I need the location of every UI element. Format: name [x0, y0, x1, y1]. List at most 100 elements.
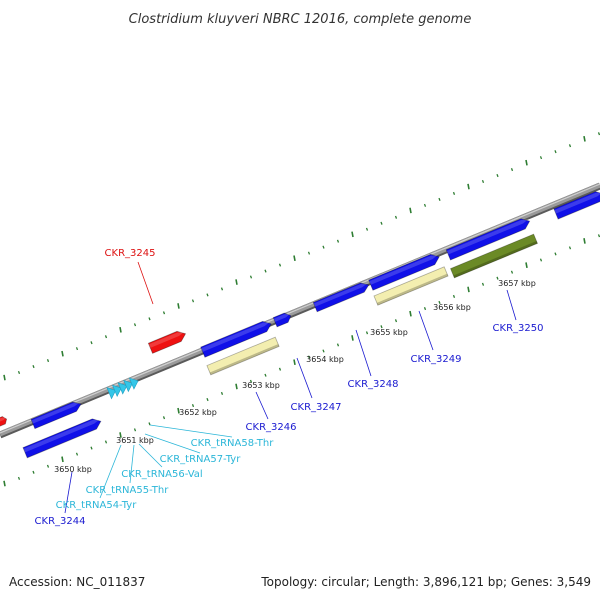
outer-tick-mark — [394, 215, 398, 219]
tick-row-outer — [3, 132, 600, 381]
feature-track — [0, 189, 600, 459]
trna-feature-56[interactable] — [117, 380, 129, 395]
cds-feature-3247[interactable] — [272, 311, 293, 328]
trna-feature-58[interactable] — [128, 375, 140, 390]
inner-tick-mark — [162, 416, 166, 420]
inner-tick-mark — [452, 294, 456, 298]
outer-tick-mark — [235, 279, 238, 285]
gene-labels: CKR_3245 CKR_3244 CKR_tRNA54-Tyr CKR_tRNA55… — [35, 248, 544, 527]
scale-labels: 3650 kbp 3651 kbp 3652 kbp 3653 kbp 3654 kbp… — [54, 279, 536, 474]
outer-tick-mark — [307, 251, 311, 255]
outer-tick-mark — [104, 335, 108, 339]
outer-tick-mark — [597, 132, 600, 136]
inner-tick-mark — [206, 397, 209, 402]
gene-label[interactable]: CKR_tRNA55-Thr — [86, 485, 170, 496]
outer-tick-mark — [481, 179, 485, 184]
outer-tick-mark — [3, 374, 6, 381]
gene-label[interactable]: CKR_tRNA58-Thr — [191, 438, 275, 449]
cds-feature-3250[interactable] — [445, 216, 531, 261]
cds-feature-3244[interactable] — [22, 416, 103, 459]
label-leader-line — [99, 444, 122, 499]
inner-tick-mark — [293, 359, 296, 366]
gene-label[interactable]: CKR_tRNA54-Tyr — [56, 500, 138, 511]
genome-summary: Topology: circular; Length: 3,896,121 bp… — [260, 575, 591, 589]
outer-tick-mark — [322, 245, 325, 249]
label-leader-line — [138, 443, 163, 468]
inner-tick-mark — [133, 428, 137, 432]
map-title: Clostridium kluyveri NBRC 12016, complet… — [129, 12, 472, 27]
outer-tick-mark — [278, 263, 282, 267]
gene-label[interactable]: CKR_3245 — [105, 248, 156, 259]
outer-tick-mark — [220, 287, 224, 291]
cds-feature-3246[interactable] — [200, 319, 274, 358]
inner-tick-mark — [220, 391, 224, 396]
outer-tick-mark — [409, 207, 412, 214]
label-leader-line — [144, 433, 201, 454]
outer-tick-mark — [75, 347, 79, 351]
outer-tick-mark — [380, 221, 383, 225]
pseudo-feature-edge[interactable] — [0, 415, 8, 428]
cds-feature-3249[interactable] — [368, 252, 442, 291]
outer-tick-mark — [539, 156, 543, 160]
cds-feature-3243[interactable] — [30, 399, 83, 430]
inner-tick-mark — [438, 300, 441, 305]
gene-label[interactable]: CKR_3249 — [411, 354, 462, 365]
gene-label[interactable]: CKR_3250 — [493, 323, 544, 334]
outer-tick-mark — [365, 227, 369, 231]
outer-tick-mark — [510, 168, 514, 172]
inner-tick-mark — [119, 432, 122, 438]
inner-tick-mark — [467, 286, 470, 293]
outer-tick-mark — [90, 341, 93, 345]
gene-label[interactable]: CKR_tRNA56-Val — [121, 469, 202, 480]
outer-tick-mark — [525, 159, 528, 166]
inner-tick-mark — [568, 246, 572, 250]
misc-feature-3249[interactable] — [373, 266, 449, 306]
genome-backbone-highlight — [0, 183, 600, 434]
kbp-tick-label: 3656 kbp — [433, 303, 471, 312]
outer-tick-mark — [554, 150, 557, 154]
label-leader-lines — [64, 261, 517, 514]
outer-tick-mark — [46, 359, 50, 363]
outer-tick-mark — [467, 183, 470, 190]
outer-tick-mark — [568, 144, 572, 148]
label-leader-line — [355, 329, 372, 377]
kbp-tick-label: 3650 kbp — [54, 465, 92, 474]
inner-tick-mark — [46, 464, 50, 468]
kbp-tick-label: 3657 kbp — [498, 279, 536, 288]
outer-tick-mark — [438, 197, 441, 201]
trna-feature-55[interactable] — [112, 383, 124, 398]
inner-tick-mark — [351, 335, 354, 341]
gene-label[interactable]: CKR_3244 — [35, 516, 86, 527]
trna-feature-57[interactable] — [123, 378, 135, 393]
cds-feature-3251[interactable] — [553, 189, 600, 220]
trna-feature-54[interactable] — [106, 385, 118, 400]
inner-tick-mark — [597, 234, 600, 238]
inner-tick-mark — [148, 422, 151, 426]
outer-tick-mark — [336, 239, 340, 243]
kbp-tick-label: 3652 kbp — [179, 408, 217, 417]
inner-tick-mark — [409, 310, 412, 317]
outer-tick-mark — [17, 370, 21, 375]
gene-label[interactable]: CKR_tRNA57-Tyr — [160, 454, 242, 465]
misc-feature-3246[interactable] — [206, 336, 280, 376]
inner-tick-mark — [177, 407, 180, 414]
inner-tick-mark — [307, 355, 311, 359]
outer-tick-mark — [293, 255, 296, 262]
cds-feature-3248[interactable] — [312, 280, 370, 313]
gene-label[interactable]: CKR_3247 — [291, 402, 342, 413]
outer-tick-mark — [119, 326, 122, 333]
outer-tick-mark — [264, 269, 267, 273]
outer-tick-mark — [32, 364, 35, 369]
pseudo-feature-3245[interactable] — [147, 329, 187, 354]
misc-feature-3250[interactable] — [449, 233, 539, 279]
label-leader-line — [149, 424, 233, 438]
label-leader-line — [506, 289, 517, 321]
label-leader-line — [255, 391, 269, 420]
inner-tick-mark — [249, 379, 253, 383]
gene-label[interactable]: CKR_3248 — [348, 379, 399, 390]
label-leader-line — [64, 471, 73, 514]
gene-label[interactable]: CKR_3246 — [246, 422, 297, 433]
kbp-tick-label: 3651 kbp — [116, 436, 154, 445]
